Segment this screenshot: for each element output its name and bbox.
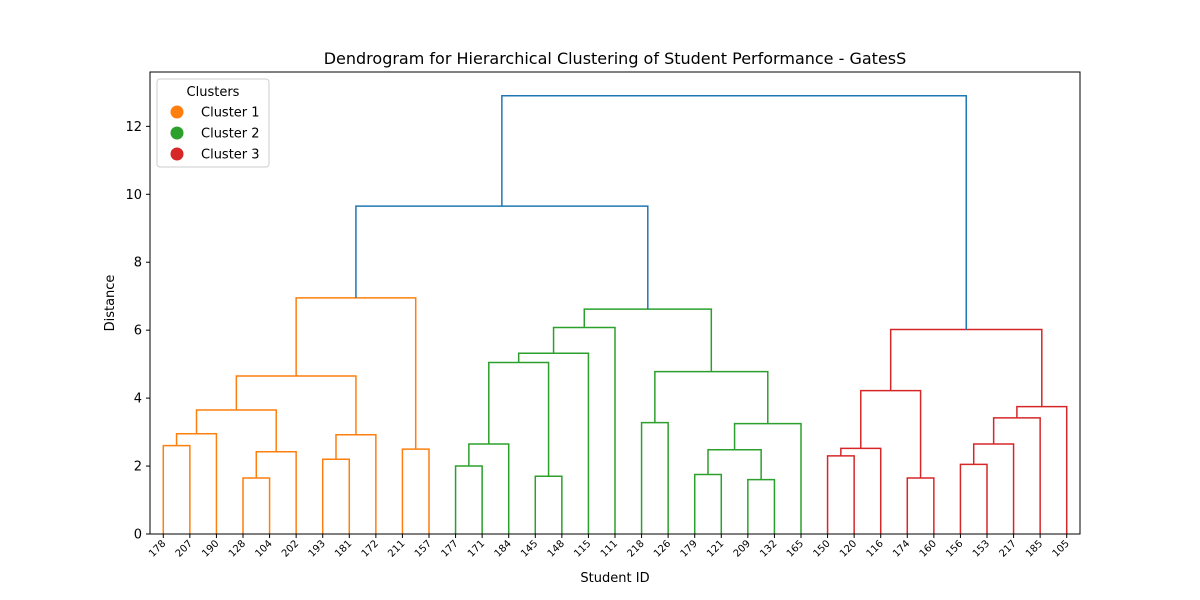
dendrogram-link-8 [235, 375, 357, 435]
x-tick-label: 128 [227, 538, 248, 559]
x-tick-label: 104 [253, 538, 274, 559]
x-tick-label: 184 [493, 538, 514, 559]
x-tick-label: 126 [652, 538, 673, 559]
legend-title: Clusters [187, 85, 240, 100]
x-tick-label: 217 [997, 538, 1018, 559]
dendrogram-link-9 [401, 448, 430, 534]
x-tick-label: 209 [732, 538, 753, 559]
x-tick-label: 190 [200, 538, 221, 559]
dendrogram-link-21 [733, 422, 802, 534]
dendrogram-link-26 [906, 477, 935, 534]
dendrogram-link-31 [1016, 405, 1068, 534]
x-tick-label: 160 [918, 538, 939, 559]
dendrogram-link-18 [693, 473, 723, 534]
y-tick-label: 10 [125, 188, 142, 203]
x-tick-label: 157 [413, 538, 434, 559]
dendrogram-link-11 [454, 465, 483, 534]
x-tick-label: 165 [785, 538, 806, 559]
dendrogram-link-25 [840, 447, 882, 534]
legend-marker [170, 126, 184, 140]
dendrogram-link-1 [162, 444, 191, 534]
x-tick-label: 218 [625, 538, 646, 559]
dendrogram-link-13 [534, 475, 563, 534]
y-tick-label: 4 [134, 392, 142, 407]
x-tick-label: 172 [360, 538, 381, 559]
dendrogram-link-4 [255, 451, 297, 534]
x-tick-label: 207 [174, 538, 195, 559]
dendrogram-link-14 [488, 361, 550, 477]
dendrogram-link-29 [972, 443, 1015, 534]
dendrogram-link-27 [860, 389, 922, 478]
x-tick-label: 116 [865, 538, 886, 559]
x-tick-label: 178 [147, 538, 168, 559]
dendrogram-links [162, 95, 1068, 534]
x-tick-label: 153 [971, 538, 992, 559]
y-tick-label: 12 [125, 120, 142, 135]
legend-marker [170, 147, 184, 161]
x-tick-label: 148 [546, 538, 567, 559]
legend-box [156, 78, 270, 168]
x-tick-label: 185 [1024, 538, 1045, 559]
x-tick-label: 145 [519, 538, 540, 559]
dendrogram-link-33 [355, 205, 649, 310]
x-tick-label: 179 [679, 538, 700, 559]
dendrogram-link-5 [195, 409, 277, 452]
x-tick-label: 121 [705, 538, 726, 559]
dendrogram-link-16 [552, 326, 616, 534]
dendrogram-link-32 [889, 328, 1043, 407]
x-tick-label: 150 [811, 538, 832, 559]
dendrogram-link-23 [583, 308, 713, 372]
dendrogram-link-34 [501, 95, 967, 330]
x-tick-label: 111 [599, 538, 620, 559]
x-tick-label: 171 [466, 538, 487, 559]
y-tick-label: 8 [134, 256, 142, 271]
dendrogram-link-19 [747, 478, 776, 534]
x-tick-label: 156 [944, 538, 965, 559]
dendrogram-link-28 [959, 463, 988, 534]
dendrogram-link-12 [468, 443, 510, 534]
y-tick-label: 6 [134, 324, 142, 339]
legend-label: Cluster 2 [201, 127, 260, 142]
dendrogram-link-24 [826, 455, 855, 534]
dendrogram-link-15 [517, 352, 590, 534]
x-tick-label: 181 [333, 538, 354, 559]
dendrogram-link-17 [640, 421, 669, 534]
x-tick-label: 177 [439, 538, 460, 559]
dendrogram-link-7 [335, 434, 377, 534]
legend-entries: Cluster 1 Cluster 2 Cluster 3 [170, 105, 260, 163]
x-tick-label: 105 [1051, 538, 1072, 559]
chart-title: Dendrogram for Hierarchical Clustering o… [324, 49, 907, 68]
y-tick-label: 2 [134, 460, 142, 475]
x-tick-label: 115 [572, 538, 593, 559]
dendrogram-link-22 [654, 370, 769, 424]
y-axis: 0 2 4 6 8 10 12 [125, 120, 150, 543]
x-tick-label: 202 [280, 538, 301, 559]
legend: Clusters Cluster 1 Cluster 2 Cluster 3 [156, 78, 270, 168]
x-axis-label: Student ID [580, 571, 649, 586]
dendrogram-link-30 [992, 417, 1041, 534]
dendrogram-link-3 [242, 477, 271, 534]
dendrogram-link-2 [175, 433, 218, 534]
x-tick-label: 174 [891, 538, 912, 559]
x-tick-label: 132 [758, 538, 779, 559]
x-axis: 178 207 190 128 104 202 193 181 172 211 157 177 171 1… [147, 534, 1072, 560]
legend-label: Cluster 3 [201, 148, 260, 163]
y-tick-label: 0 [134, 528, 142, 543]
dendrogram-link-6 [321, 458, 351, 534]
x-tick-label: 193 [307, 538, 328, 559]
legend-label: Cluster 1 [201, 106, 260, 121]
y-axis-label: Distance [103, 275, 118, 332]
legend-marker [170, 105, 184, 119]
x-tick-label: 211 [386, 538, 407, 559]
x-tick-label: 120 [838, 538, 859, 559]
